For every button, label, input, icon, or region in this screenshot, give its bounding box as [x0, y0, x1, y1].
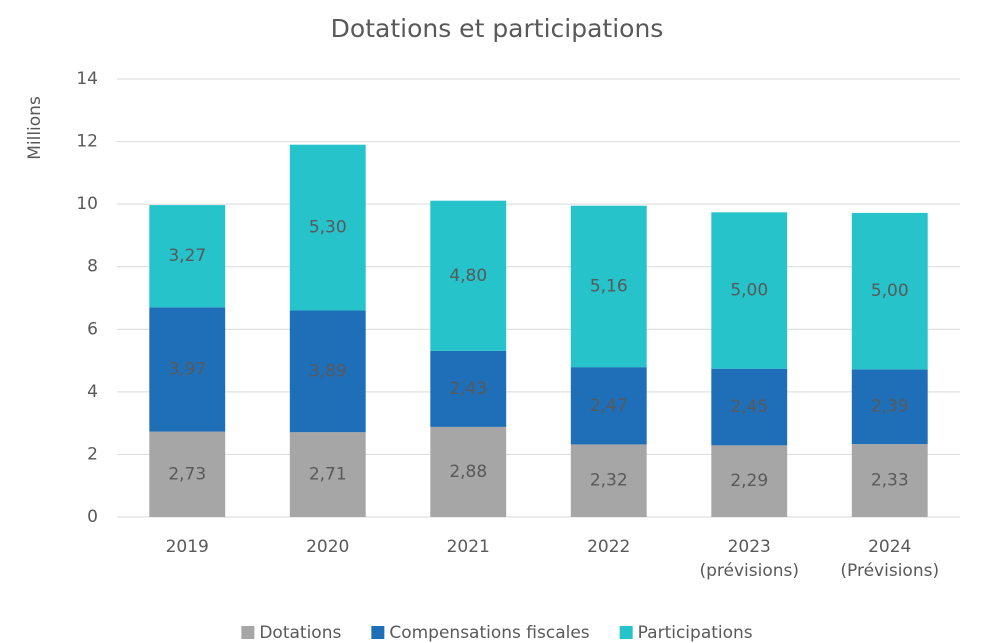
bar-segment: [430, 350, 507, 427]
data-label: 2,43: [449, 379, 487, 399]
data-label: 5,30: [309, 218, 347, 238]
bar-segment: [430, 200, 507, 351]
data-label: 5,16: [590, 276, 628, 296]
y-tick-label: 14: [76, 69, 98, 89]
data-label: 2,45: [730, 397, 768, 417]
bar-segment: [430, 426, 507, 517]
y-axis-label: Millions: [25, 96, 45, 160]
bar-segment: [149, 205, 226, 308]
x-tick-label: 2023 (prévisions): [699, 537, 800, 581]
data-label: 4,80: [449, 266, 487, 286]
chart-title: Dotations et participations: [331, 14, 664, 43]
bar-segment: [149, 431, 226, 517]
legend-swatch: [241, 626, 255, 639]
legend-label: Participations: [638, 623, 753, 643]
legend-swatch: [371, 626, 385, 639]
bar-segment: [289, 432, 366, 517]
bar-segment: [851, 444, 928, 517]
y-tick-label: 4: [87, 382, 98, 402]
data-label: 3,27: [168, 246, 206, 266]
data-label: 2,32: [590, 471, 628, 491]
data-label: 5,00: [871, 281, 909, 301]
y-tick-label: 12: [76, 132, 98, 152]
data-label: 2,29: [730, 471, 768, 491]
data-label: 2,71: [309, 465, 347, 485]
y-tick-label: 8: [87, 257, 98, 277]
x-tick-label: 2022: [587, 537, 631, 557]
data-label: 2,33: [871, 471, 909, 491]
data-label: 2,39: [871, 397, 909, 417]
legend-label: Dotations: [259, 623, 341, 643]
y-tick-label: 0: [87, 507, 98, 527]
x-tick-label: 2020: [306, 537, 350, 557]
bar-segment: [711, 212, 788, 369]
bar-segment: [570, 444, 647, 517]
bar-segment: [289, 310, 366, 433]
data-label: 2,73: [168, 464, 206, 484]
data-label: 5,00: [730, 280, 768, 300]
data-label: 3,89: [309, 361, 347, 381]
bar-segment: [851, 212, 928, 370]
legend-label: Compensations fiscales: [389, 623, 589, 643]
bar-segment: [289, 144, 366, 311]
y-tick-label: 10: [76, 194, 98, 214]
bar-segment: [711, 445, 788, 517]
x-tick-label: 2024 (Prévisions): [840, 537, 940, 581]
legend-swatch: [619, 626, 633, 639]
y-tick-label: 2: [87, 444, 98, 464]
data-label: 3,97: [168, 359, 206, 379]
x-tick-label: 2021: [446, 537, 490, 557]
x-tick-label: 2019: [165, 537, 209, 557]
bar-segment: [570, 367, 647, 445]
bar-segment: [851, 369, 928, 445]
bar-segment: [149, 307, 226, 432]
data-label: 2,88: [449, 462, 487, 482]
legend: Dotations Compensations fiscales Participa…: [241, 623, 753, 643]
data-label: 2,47: [590, 396, 628, 416]
bar-segment: [711, 368, 788, 446]
bar-segment: [570, 205, 647, 368]
y-tick-label: 6: [87, 319, 98, 339]
